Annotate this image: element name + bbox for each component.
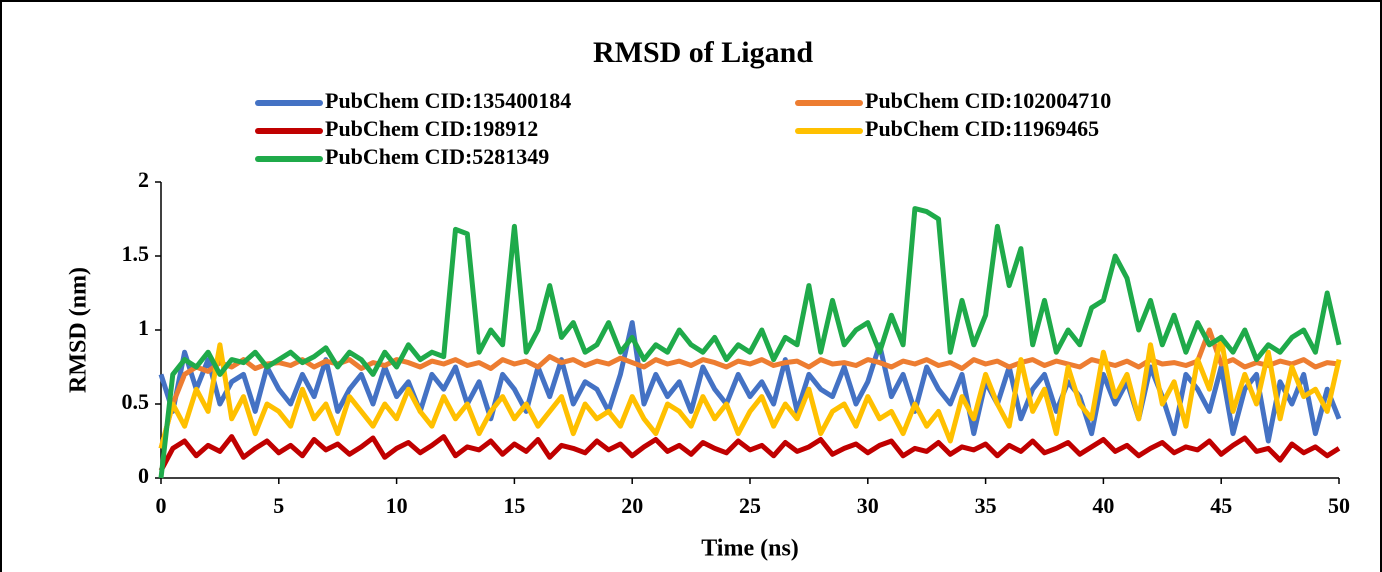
legend-label: PubChem CID:11969465 [865,116,1099,141]
data-line [158,334,1342,450]
x-tick-label: 30 [857,493,879,518]
x-axis-label: Time (ns) [701,536,799,562]
x-tick-label: 0 [156,493,167,518]
y-tick-label: 1.5 [122,241,150,266]
y-tick-label: 2 [138,167,149,192]
x-tick-label: 25 [739,493,761,518]
data-line [158,434,1341,472]
legend-label: PubChem CID:135400184 [325,88,571,113]
x-tick-label: 50 [1328,493,1350,518]
x-tick-label: 15 [503,493,525,518]
chart-title: RMSD of Ligand [593,36,813,69]
x-tick-label: 45 [1210,493,1232,518]
y-tick-label: 0.5 [122,389,150,414]
x-tick-label: 40 [1092,493,1114,518]
x-tick-label: 35 [975,493,997,518]
legend-label: PubChem CID:198912 [325,116,538,141]
y-tick-label: 1 [138,315,149,340]
x-tick-label: 10 [386,493,408,518]
legend-label: PubChem CID:5281349 [325,144,549,169]
data-line [158,206,1342,479]
y-axis-label: RMSD (nm) [66,267,92,393]
x-tick-label: 20 [621,493,643,518]
data-line [158,327,1340,450]
x-tick-label: 5 [273,493,284,518]
legend-label: PubChem CID:102004710 [865,88,1111,113]
y-tick-label: 0 [138,463,149,488]
